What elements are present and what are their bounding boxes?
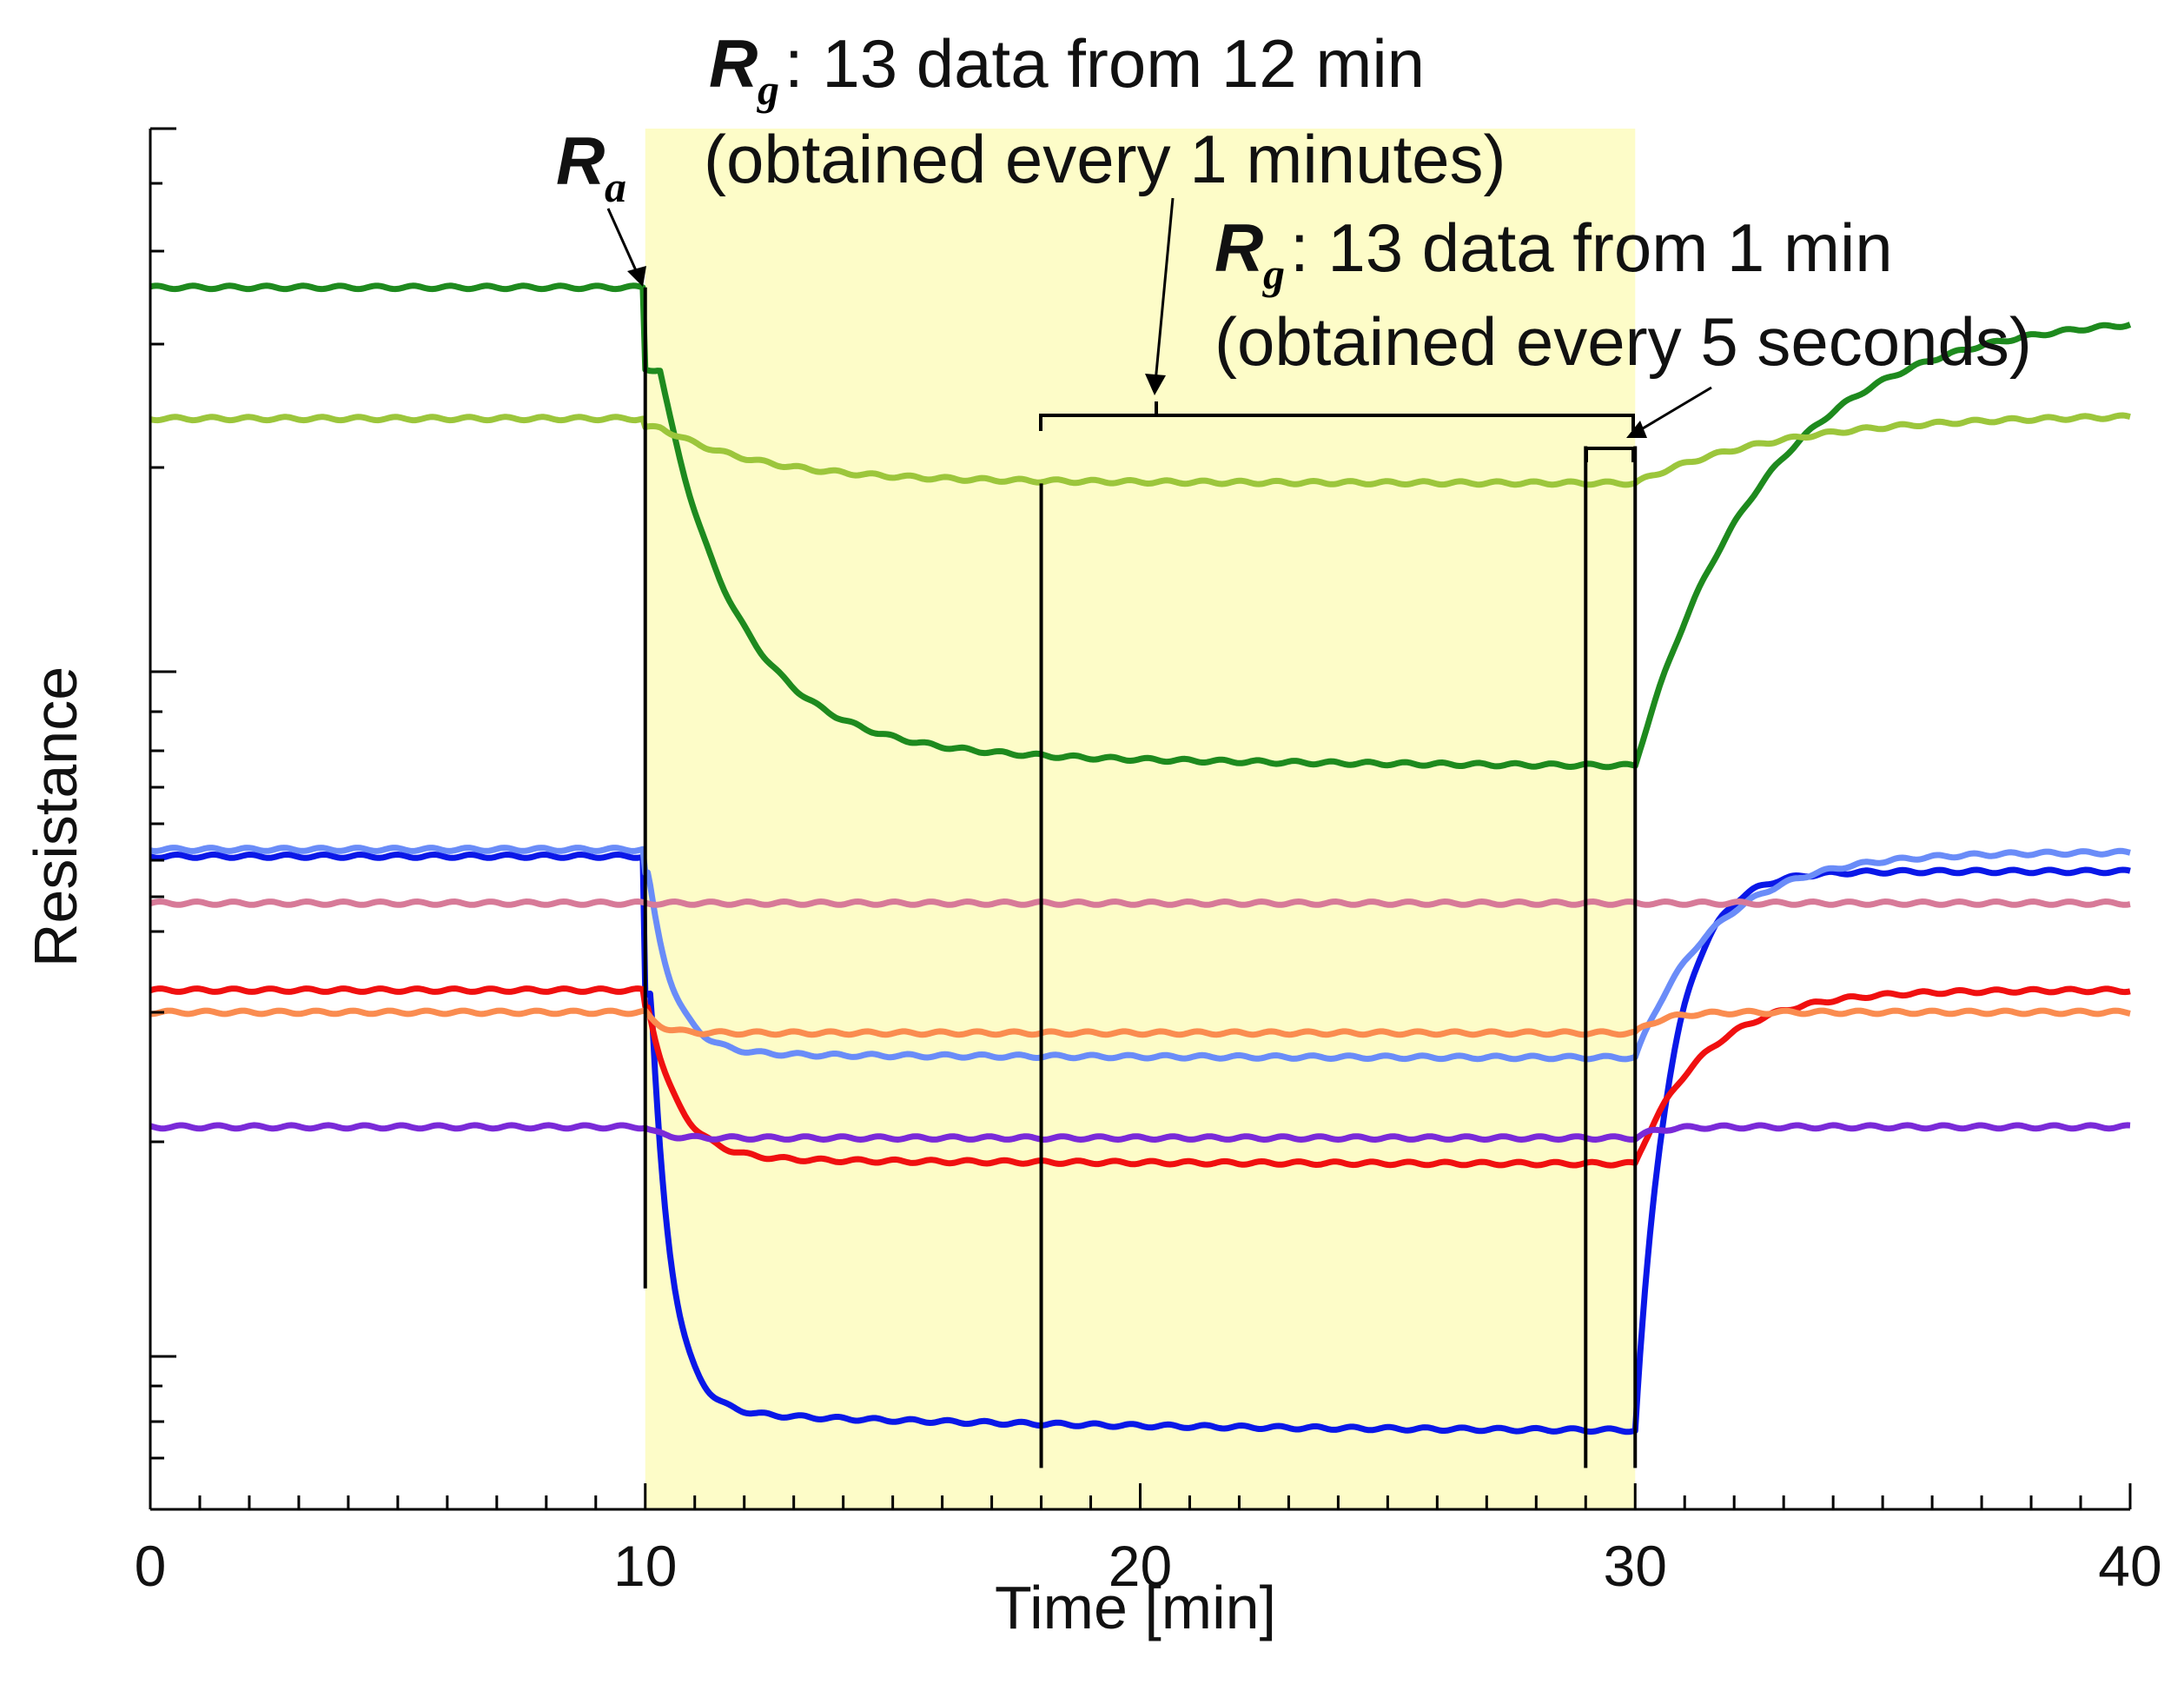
y-axis-label: Resistance (22, 666, 89, 967)
rg1-line2: (obtained every 5 seconds) (1214, 303, 2032, 380)
marker-layer (643, 287, 1638, 1469)
x-axis-label: Time [min] (995, 1574, 1276, 1641)
rg1-line1: : 13 data from 1 min (1290, 209, 1893, 286)
rg1-arrow-head (1626, 421, 1647, 438)
x-tick-label: 40 (2098, 1534, 2161, 1598)
rg12-subscript: g (757, 65, 779, 114)
ra-arrow-shaft (606, 208, 640, 277)
series-line-light-blue (149, 845, 2131, 1063)
rg12-arrow-head (1145, 374, 1166, 395)
rg-1min-bracket (1585, 447, 1635, 462)
ra-subscript: a (605, 162, 626, 211)
gas-exposure-window (645, 129, 1636, 1509)
ra-annotation: R a (556, 123, 646, 287)
series-line-red (149, 985, 2131, 1169)
series-line-purple (149, 1122, 2131, 1143)
rg1-symbol: R (1214, 209, 1263, 286)
x-tick-label: 20 (1109, 1534, 1172, 1598)
rg12-line2: (obtained every 1 minutes) (704, 121, 1506, 197)
rg1-subscript: g (1262, 249, 1285, 298)
ra-symbol: R (556, 123, 605, 199)
rg12-symbol: R (709, 25, 758, 102)
rg-12min-bracket (1039, 401, 1635, 431)
rg1-arrow-shaft (1638, 386, 1712, 433)
series-layer (149, 282, 2132, 1435)
ticks: 0 10 20 30 40 (135, 127, 2162, 1598)
ra-arrow-head (627, 266, 646, 287)
series-line-orange (149, 1007, 2131, 1038)
series-line-pink (149, 898, 2131, 908)
x-tick-label: 0 (135, 1534, 167, 1598)
rg-12min-annotation: R g : 13 data from 12 min (obtained ever… (704, 25, 1506, 395)
rg12-line1: : 13 data from 12 min (784, 25, 1425, 102)
series-line-light-green (149, 412, 2131, 488)
x-tick-label: 10 (613, 1534, 677, 1598)
rg12-arrow-shaft (1154, 197, 1175, 383)
x-tick-label: 30 (1604, 1534, 1667, 1598)
rg-1min-annotation: R g : 13 data from 1 min (obtained every… (1214, 209, 2032, 438)
